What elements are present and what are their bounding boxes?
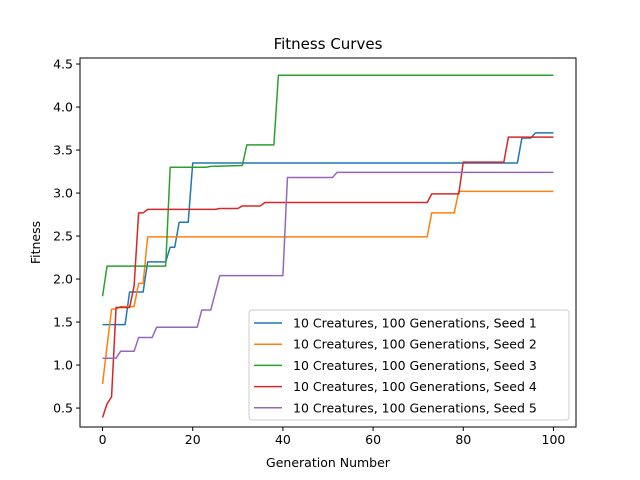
y-tick-label: 3.0: [53, 186, 73, 201]
y-tick-label: 1.5: [53, 315, 73, 330]
legend: 10 Creatures, 100 Generations, Seed 1 10 …: [248, 309, 570, 421]
plot-frame: [79, 57, 577, 428]
y-tick-label: 1.0: [53, 358, 73, 373]
x-tick-label: 20: [185, 432, 201, 447]
x-axis-label: Generation Number: [266, 455, 391, 470]
series-layer: [101, 74, 554, 418]
legend-label-seed-3: 10 Creatures, 100 Generations, Seed 3: [293, 358, 537, 373]
x-axis-ticks: 0 20 40 60 80 100: [99, 427, 566, 447]
legend-label-seed-5: 10 Creatures, 100 Generations, Seed 5: [293, 400, 537, 415]
series-line-seed-2: [101, 190, 554, 385]
y-tick-label: 3.5: [53, 143, 73, 158]
y-tick-label: 2.5: [53, 229, 73, 244]
x-tick-label: 60: [365, 432, 381, 447]
x-tick-label: 40: [275, 432, 291, 447]
y-tick-label: 4.0: [53, 100, 73, 115]
y-axis-label: Fitness: [28, 221, 43, 264]
series-line-seed-3: [101, 74, 554, 297]
legend-label-seed-4: 10 Creatures, 100 Generations, Seed 4: [293, 379, 537, 394]
x-tick-label: 0: [99, 432, 107, 447]
y-tick-label: 4.5: [53, 57, 73, 72]
legend-label-seed-2: 10 Creatures, 100 Generations, Seed 2: [293, 337, 537, 352]
legend-box: [248, 309, 570, 421]
x-tick-label: 100: [542, 432, 566, 447]
y-tick-label: 2.0: [53, 272, 73, 287]
series-line-seed-5: [102, 171, 554, 359]
legend-label-seed-1: 10 Creatures, 100 Generations, Seed 1: [293, 316, 537, 331]
series-line-seed-4: [101, 136, 554, 418]
x-tick-label: 80: [455, 432, 471, 447]
y-axis-ticks: 0.5 1.0 1.5 2.0 2.5 3.0 3.5 4.0 4.5: [53, 57, 80, 416]
chart-title: Fitness Curves: [274, 35, 383, 53]
y-tick-label: 0.5: [53, 401, 73, 416]
